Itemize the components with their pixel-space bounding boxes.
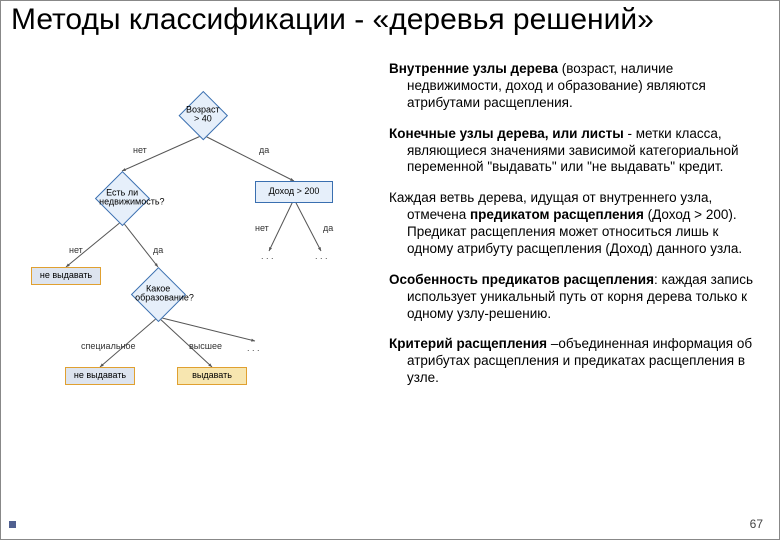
edge-label: нет — [133, 145, 147, 155]
edge-label: да — [153, 245, 163, 255]
para-leaf-nodes: Конечные узлы дерева, или листы - метки … — [389, 126, 759, 177]
para-criterion: Критерий расщепления –объединенная инфор… — [389, 336, 759, 387]
node-leaf_yes: выдавать — [177, 367, 247, 385]
para-predicate-feature: Особенность предикатов расщепления: кажд… — [389, 272, 759, 323]
node-leaf_no2: не выдавать — [65, 367, 135, 385]
lead-1: Внутренние узлы дерева — [389, 61, 558, 76]
edge-label: специальное — [81, 341, 136, 351]
ellipsis: . . . — [315, 251, 328, 261]
lead-5: Критерий расщепления — [389, 336, 547, 351]
slide-title: Методы классификации - «деревья решений» — [11, 3, 771, 36]
p3b: предикатом расщепления — [470, 207, 644, 222]
node-label: Есть ли недвижимость? — [99, 189, 145, 208]
text-content: Внутренние узлы дерева (возраст, наличие… — [389, 61, 759, 401]
page-number: 67 — [750, 517, 763, 531]
node-income: Доход > 200 — [255, 181, 333, 203]
edge-label: нет — [69, 245, 83, 255]
ellipsis: . . . — [261, 251, 274, 261]
lead-4: Особенность предикатов расщепления — [389, 272, 654, 287]
node-label: выдавать — [192, 371, 232, 380]
para-predicates: Каждая ветвь дерева, идущая от внутренне… — [389, 190, 759, 258]
node-label: Какое образование? — [135, 285, 181, 304]
para-inner-nodes: Внутренние узлы дерева (возраст, наличие… — [389, 61, 759, 112]
corner-square-icon — [9, 521, 16, 528]
decision-tree-diagram: Возраст > 40 Есть ли недвижимость? Доход >… — [21, 87, 381, 397]
edge-label: нет — [255, 223, 269, 233]
edge-label: высшее — [189, 341, 222, 351]
edge-label: да — [323, 223, 333, 233]
lead-2: Конечные узлы дерева, или листы — [389, 126, 624, 141]
node-label: не выдавать — [40, 271, 92, 280]
edge-label: да — [259, 145, 269, 155]
node-label: не выдавать — [74, 371, 126, 380]
node-label: Возраст > 40 — [186, 106, 220, 125]
node-leaf_no1: не выдавать — [31, 267, 101, 285]
node-label: Доход > 200 — [269, 187, 320, 196]
ellipsis: . . . — [247, 343, 260, 353]
